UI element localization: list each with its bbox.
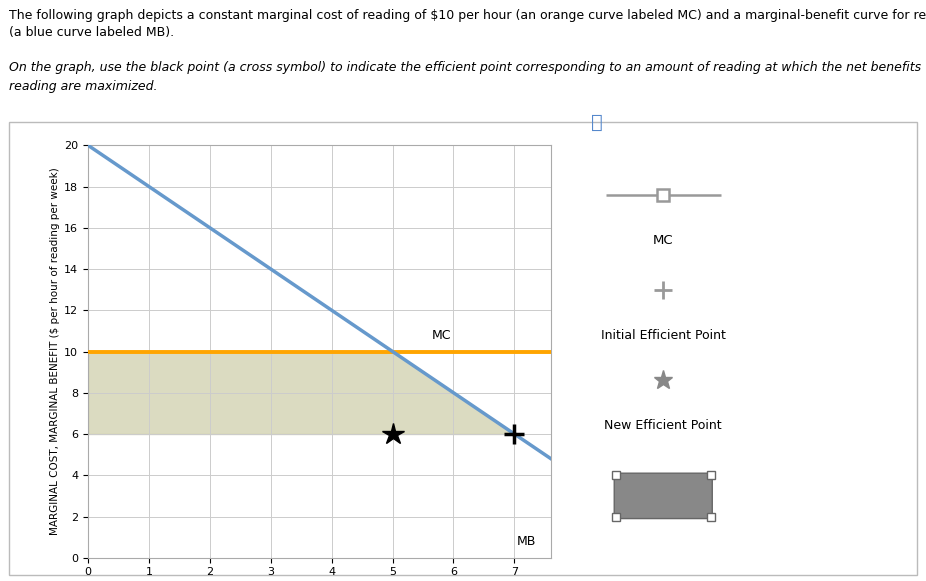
Text: New Efficient Point: New Efficient Point bbox=[605, 419, 722, 432]
FancyBboxPatch shape bbox=[614, 473, 712, 519]
Text: MC: MC bbox=[432, 329, 451, 342]
Text: MB: MB bbox=[517, 535, 536, 548]
Text: The following graph depicts a constant marginal cost of reading of $10 per hour : The following graph depicts a constant m… bbox=[9, 9, 926, 21]
Text: On the graph, use the black point (a cross symbol) to indicate the efficient poi: On the graph, use the black point (a cro… bbox=[9, 61, 926, 74]
Y-axis label: MARGINAL COST, MARGINAL BENEFIT ($ per hour of reading per week): MARGINAL COST, MARGINAL BENEFIT ($ per h… bbox=[50, 168, 60, 535]
Text: (a blue curve labeled MB).: (a blue curve labeled MB). bbox=[9, 26, 174, 39]
Text: ⓘ: ⓘ bbox=[592, 113, 603, 132]
Text: reading are maximized.: reading are maximized. bbox=[9, 80, 157, 93]
Text: Initial Efficient Point: Initial Efficient Point bbox=[601, 328, 726, 342]
Text: MC: MC bbox=[653, 234, 673, 246]
